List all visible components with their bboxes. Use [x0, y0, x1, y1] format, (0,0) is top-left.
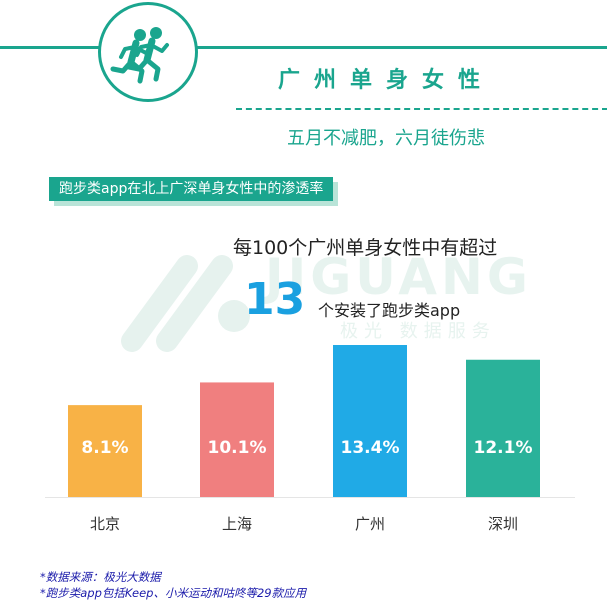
bar-value-label: 12.1% — [474, 438, 533, 458]
headline-line2: 个安装了跑步类app — [318, 301, 461, 320]
headline-text: 每100个广州单身女性中有超过 — [233, 237, 498, 259]
chart-baseline — [45, 497, 575, 498]
runner-badge — [98, 2, 198, 102]
runners-icon — [110, 27, 169, 84]
bar-4 — [466, 359, 540, 497]
footnote-apps: *跑步类app包括Keep、小米运动和咕咚等29款应用 — [40, 586, 307, 600]
bar-3 — [333, 345, 407, 497]
bar-value-label: 13.4% — [341, 438, 400, 458]
category-label: 北京 — [90, 515, 120, 533]
bar-1 — [68, 405, 142, 497]
page-title: 广州单身女性 — [277, 68, 494, 93]
jiguang-logo-watermark — [121, 255, 250, 352]
bar-2 — [200, 382, 274, 497]
bar-value-label: 10.1% — [208, 438, 267, 458]
category-label: 深圳 — [488, 515, 518, 533]
section-label: 跑步类app在北上广深单身女性中的渗透率 — [49, 177, 334, 201]
category-label: 上海 — [222, 515, 252, 533]
header-rule — [0, 46, 607, 49]
highlight-number: 13 — [244, 274, 306, 325]
watermark-brand: JIGUANG — [265, 248, 532, 306]
bar-value-label: 8.1% — [81, 438, 128, 458]
watermark-sub: 极光 数据服务 — [340, 321, 496, 342]
dashed-divider — [236, 108, 607, 110]
page-subtitle: 五月不减肥，六月徒伤悲 — [287, 128, 485, 149]
footnote-source: *数据来源：极光大数据 — [40, 570, 161, 584]
category-label: 广州 — [355, 515, 385, 533]
